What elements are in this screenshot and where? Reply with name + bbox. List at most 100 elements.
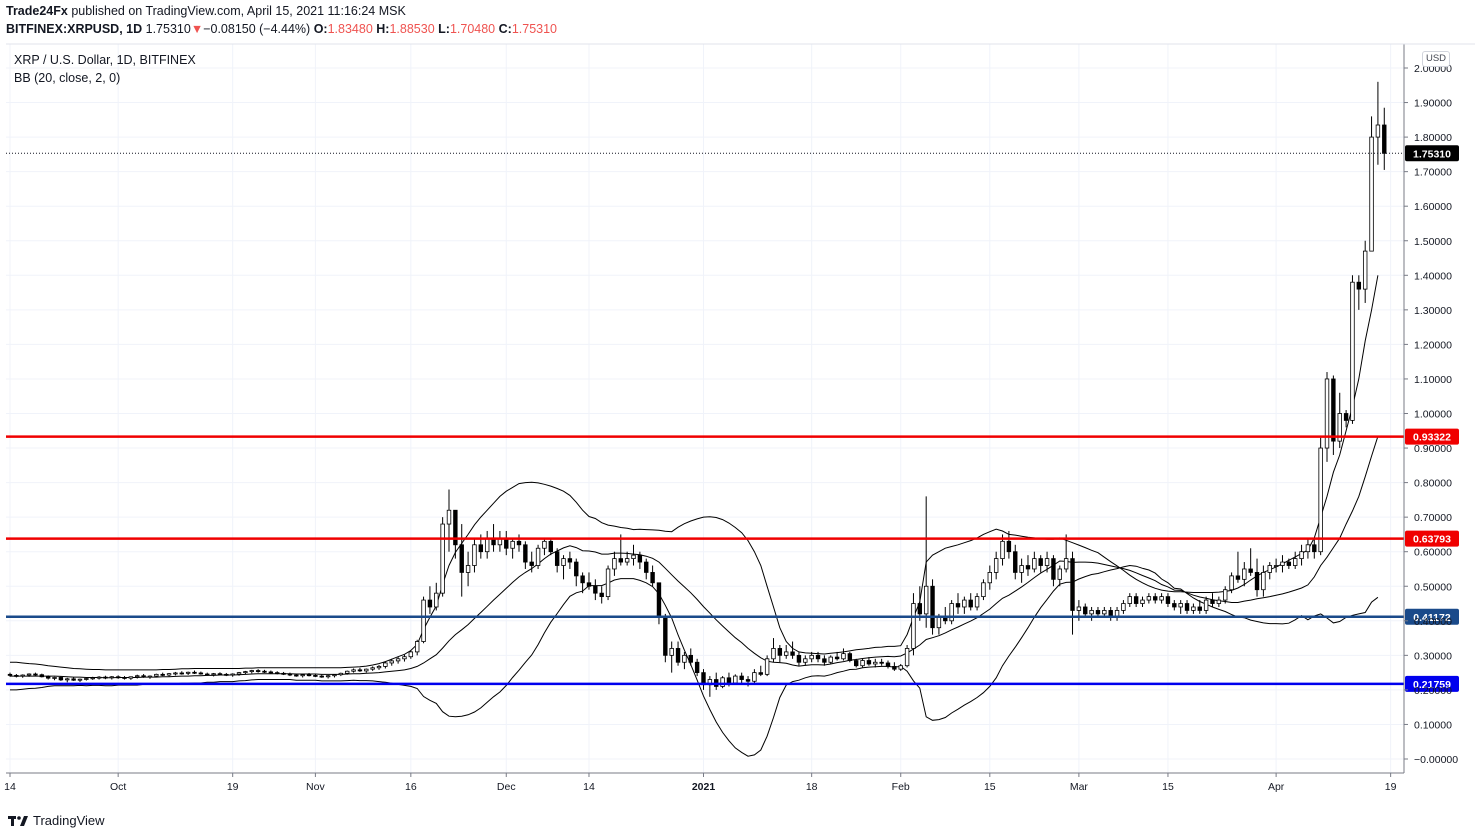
candle-body-up bbox=[1140, 599, 1145, 604]
candle-body-up bbox=[809, 654, 814, 660]
candle-body-down bbox=[1356, 281, 1362, 290]
candle-body-down bbox=[14, 674, 19, 677]
candle bbox=[198, 671, 204, 675]
candle-body-down bbox=[822, 658, 827, 663]
close-value: 1.75310 bbox=[511, 22, 558, 36]
candle-body-down bbox=[1254, 572, 1260, 591]
publish-info: Trade24Fx published on TradingView.com, … bbox=[6, 4, 406, 18]
candle-body-down bbox=[179, 672, 184, 675]
candle bbox=[1369, 116, 1374, 252]
candle bbox=[179, 671, 184, 675]
candle-body-up bbox=[720, 677, 725, 687]
currency-label[interactable]: USD bbox=[1422, 51, 1450, 67]
candle bbox=[160, 672, 165, 677]
level-label-bg bbox=[1405, 675, 1459, 692]
candle-body-up bbox=[1318, 447, 1323, 553]
candle bbox=[574, 558, 579, 587]
candle bbox=[1165, 593, 1171, 607]
candle-body-up bbox=[1362, 250, 1368, 290]
candle bbox=[446, 489, 452, 552]
candle-body-down bbox=[650, 572, 655, 584]
footer-brand[interactable]: TradingView bbox=[8, 813, 105, 828]
candle-body-up bbox=[631, 554, 636, 560]
candle-body-up bbox=[733, 675, 738, 684]
candle bbox=[898, 663, 903, 671]
candle bbox=[529, 551, 534, 573]
ohlc-header: BITFINEX:XRPUSD, 1D 1.75310▼−0.08150 (−4… bbox=[6, 22, 557, 36]
high-value: 1.88530 bbox=[389, 22, 435, 36]
time-axis[interactable]: 14 Oct 19 Nov 16 Dec 14 2021 18 Feb 15 Mar 15 Apr 19 bbox=[4, 773, 1397, 793]
candle-body-down bbox=[217, 673, 223, 676]
candle bbox=[599, 586, 604, 604]
candle bbox=[173, 671, 178, 676]
candle bbox=[1184, 600, 1190, 614]
candle bbox=[917, 586, 923, 621]
candle bbox=[637, 551, 643, 569]
candle bbox=[325, 675, 331, 679]
candle-body-up bbox=[147, 675, 153, 678]
candle-body-up bbox=[1375, 124, 1381, 138]
bb-lower-line bbox=[10, 564, 1379, 757]
bollinger-bands bbox=[10, 275, 1379, 757]
indicator-legend[interactable]: BB (20, close, 2, 0) bbox=[14, 71, 121, 85]
candle bbox=[1210, 593, 1215, 607]
candle bbox=[567, 551, 573, 569]
candle-body-down bbox=[1051, 558, 1056, 580]
candle-body-up bbox=[987, 572, 993, 584]
candle-body-down bbox=[1165, 596, 1171, 604]
candle bbox=[1337, 392, 1342, 449]
candle bbox=[45, 675, 51, 680]
y-tick-label: 0.90000 bbox=[1414, 443, 1452, 455]
chart-legend-title[interactable]: XRP / U.S. Dollar, 1D, BITFINEX bbox=[14, 53, 196, 67]
candle-body-up bbox=[1076, 606, 1082, 611]
y-tick-label: 1.60000 bbox=[1414, 201, 1452, 213]
candle-body-up bbox=[395, 658, 401, 662]
candle-body-up bbox=[1000, 540, 1005, 560]
candle bbox=[434, 582, 439, 611]
price-axis[interactable]: −0.00000 0.10000 0.20000 0.30000 0.40000 0.50… bbox=[1404, 63, 1458, 766]
candle bbox=[911, 593, 916, 656]
candle-body-up bbox=[109, 676, 114, 679]
candle-body-up bbox=[376, 666, 382, 669]
level-label-bg bbox=[1405, 428, 1459, 445]
candle-body-down bbox=[1153, 596, 1158, 601]
y-tick-label: 0.80000 bbox=[1414, 478, 1452, 490]
candle-body-down bbox=[103, 676, 108, 679]
candle-body-up bbox=[542, 540, 547, 549]
candle-body-up bbox=[1089, 610, 1094, 615]
horizontal-levels[interactable]: 0.93322 0.63793 0.41172 0.21759 1.75310 bbox=[6, 145, 1459, 692]
candle bbox=[154, 673, 159, 678]
publisher-name[interactable]: Trade24Fx bbox=[6, 4, 68, 18]
candle-body-down bbox=[1248, 568, 1253, 573]
candle-body-up bbox=[338, 672, 344, 676]
candle-body-down bbox=[1070, 558, 1075, 611]
candle bbox=[255, 669, 261, 673]
candle-body-down bbox=[1184, 603, 1190, 611]
candle-body-up bbox=[1159, 596, 1164, 601]
candle bbox=[1019, 558, 1024, 583]
candle bbox=[1133, 593, 1139, 607]
candle-body-down bbox=[478, 544, 484, 553]
candle bbox=[1362, 240, 1368, 303]
candle-body-up bbox=[1146, 596, 1152, 601]
candle-body-down bbox=[516, 540, 522, 546]
candle-body-down bbox=[815, 654, 821, 660]
candle-body-down bbox=[580, 575, 585, 584]
candle bbox=[357, 667, 363, 672]
candle-body-up bbox=[1305, 544, 1311, 553]
candle-body-down bbox=[554, 551, 560, 566]
candle-body-down bbox=[567, 558, 573, 563]
candle bbox=[548, 537, 554, 556]
candle-body-up bbox=[1203, 599, 1209, 611]
candle bbox=[332, 674, 337, 678]
candle-body-up bbox=[1044, 558, 1050, 566]
candle-body-up bbox=[1242, 568, 1247, 580]
candle bbox=[26, 673, 32, 677]
candle-body-down bbox=[255, 670, 261, 672]
candle-body-down bbox=[866, 660, 872, 665]
candle-body-down bbox=[618, 558, 623, 563]
x-tick-label: 2021 bbox=[692, 781, 716, 793]
high-label: H: bbox=[376, 22, 390, 36]
candles bbox=[7, 81, 1387, 697]
